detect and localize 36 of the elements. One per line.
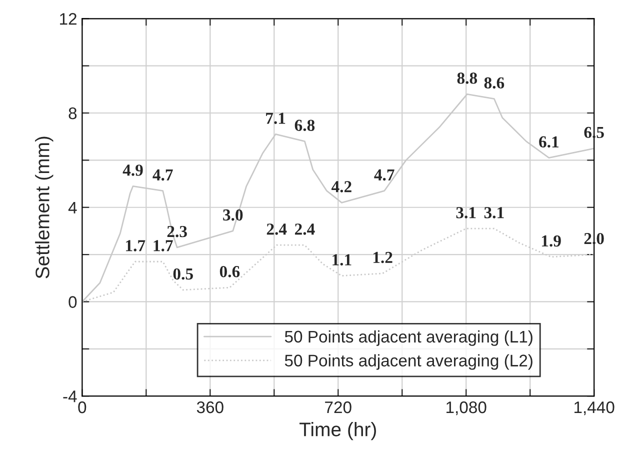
annotation: 0.5 bbox=[173, 268, 193, 280]
annotation: 3.1 bbox=[484, 207, 504, 218]
annotation: 3.1 bbox=[456, 207, 476, 218]
annotation: 1.1 bbox=[332, 254, 352, 266]
annotation: 7.1 bbox=[266, 112, 286, 124]
annotation: 2.3 bbox=[167, 226, 187, 238]
annotation: 4.7 bbox=[152, 169, 173, 181]
annotation: 6.8 bbox=[294, 120, 315, 132]
annotation: 1.7 bbox=[126, 240, 146, 252]
x-tick-label: 1,440 bbox=[574, 401, 614, 416]
annotation: 8.8 bbox=[457, 72, 478, 84]
y-tick-label: 4 bbox=[68, 202, 77, 214]
annotation: 6.1 bbox=[539, 136, 558, 148]
x-tick-label: 1,080 bbox=[446, 401, 486, 416]
annotation: 4.9 bbox=[122, 164, 143, 176]
annotation: 0.6 bbox=[220, 266, 240, 278]
annotation: 4.7 bbox=[374, 169, 394, 181]
annotation: 1.7 bbox=[154, 240, 173, 252]
annotation: 1.9 bbox=[542, 235, 561, 247]
annotation: 1.2 bbox=[373, 252, 392, 264]
x-tick-label: 360 bbox=[196, 401, 224, 414]
y-tick-label: 12 bbox=[60, 13, 76, 25]
y-axis-title: Settlement (mm) bbox=[35, 136, 54, 278]
x-tick-label: 0 bbox=[78, 401, 86, 414]
annotation: 4.2 bbox=[331, 181, 352, 192]
x-tick-label: 720 bbox=[325, 401, 352, 414]
y-tick-label: 0 bbox=[68, 296, 77, 308]
annotation: 2.4 bbox=[294, 224, 315, 235]
x-axis-title: Time (hr) bbox=[300, 422, 376, 440]
legend-label: 50 Points adjacent averaging (L1) bbox=[284, 330, 532, 346]
legend-label: 50 Points adjacent averaging (L2) bbox=[284, 354, 532, 370]
y-tick-label: -4 bbox=[63, 390, 77, 402]
annotation: 2.4 bbox=[266, 224, 287, 235]
y-tick-label: 8 bbox=[68, 107, 77, 120]
annotation: 3.0 bbox=[223, 209, 243, 221]
annotation: 8.6 bbox=[484, 77, 504, 89]
